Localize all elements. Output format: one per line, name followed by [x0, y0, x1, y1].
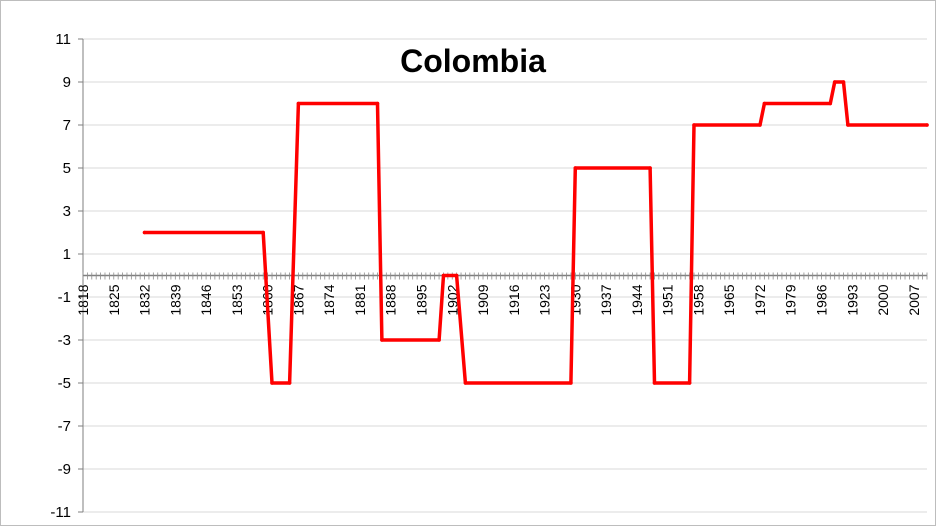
x-tick-label: 1937: [598, 284, 614, 315]
x-tick-label: 1930: [567, 284, 583, 315]
chart-title: Colombia: [400, 43, 546, 79]
x-tick-label: 1979: [783, 284, 799, 315]
y-tick-label: 11: [55, 31, 71, 48]
x-tick-label: 2007: [906, 284, 922, 315]
data-point: [375, 101, 380, 106]
data-point: [652, 381, 657, 385]
y-tick-label: 3: [63, 203, 71, 220]
x-tick-label: 1944: [629, 284, 645, 315]
x-tick-label: 2000: [875, 284, 891, 315]
y-tick-label: 9: [63, 74, 71, 91]
x-tick-label: 1972: [752, 284, 768, 315]
y-tick-label: -1: [58, 289, 71, 306]
data-point: [441, 273, 446, 278]
x-tick-label: 1853: [229, 284, 245, 315]
y-tick-label: -3: [58, 332, 71, 349]
y-tick-label: -5: [58, 375, 71, 392]
y-tick-labels: 11 9 7 5 3 1 -1 -3 -5 -7 -9 -11: [50, 31, 71, 521]
x-tick-label: 1818: [75, 284, 91, 315]
data-point: [762, 101, 767, 106]
x-axis: [82, 272, 928, 280]
data-point: [261, 230, 265, 235]
data-point: [296, 101, 301, 106]
data-point: [380, 338, 384, 342]
data-point: [832, 80, 837, 84]
x-tick-label: 1825: [106, 284, 122, 315]
y-tick-label: 5: [63, 160, 71, 177]
x-tick-label: 1909: [475, 284, 491, 315]
y-tick-label: 1: [63, 246, 71, 263]
data-point: [437, 338, 441, 342]
data-point: [687, 381, 692, 385]
data-point: [925, 123, 929, 127]
x-tick-label: 1951: [660, 284, 676, 315]
y-tick-label: 7: [63, 117, 71, 134]
y-tick-label: -11: [50, 504, 71, 521]
x-tick-label: 1867: [290, 284, 306, 315]
data-point: [841, 80, 846, 84]
x-tick-label: 1881: [352, 284, 368, 315]
series-line: [142, 80, 929, 385]
data-point: [463, 381, 468, 385]
x-tick-label: 1958: [690, 284, 706, 315]
x-tick-label: 1839: [167, 284, 183, 315]
data-point: [573, 166, 578, 170]
x-tick-label: 1846: [198, 284, 214, 315]
data-point: [846, 123, 850, 127]
x-tick-label: 1986: [814, 284, 830, 315]
y-tick-label: -7: [58, 418, 71, 435]
data-point: [758, 123, 762, 127]
x-tick-label: 1895: [413, 284, 429, 315]
data-point: [828, 101, 833, 106]
x-tick-labels: 1818 1825 1832 1839 1846 1853 1860 1867 1874 1881…: [75, 284, 922, 315]
data-point: [648, 166, 652, 170]
x-tick-label: 1874: [321, 284, 337, 315]
y-tick-label: -9: [58, 461, 71, 478]
data-point: [142, 230, 147, 235]
x-tick-label: 1832: [137, 284, 153, 315]
x-tick-label: 1923: [537, 284, 553, 315]
data-point: [692, 123, 696, 127]
data-point: [454, 273, 459, 278]
series-layer: [142, 80, 929, 385]
x-tick-label: 1888: [383, 284, 399, 315]
x-tick-label: 1965: [721, 284, 737, 315]
data-point: [270, 381, 274, 385]
data-point: [569, 381, 573, 385]
x-tick-label: 1993: [844, 284, 860, 315]
data-point: [287, 381, 292, 385]
x-tick-label: 1916: [506, 284, 522, 315]
